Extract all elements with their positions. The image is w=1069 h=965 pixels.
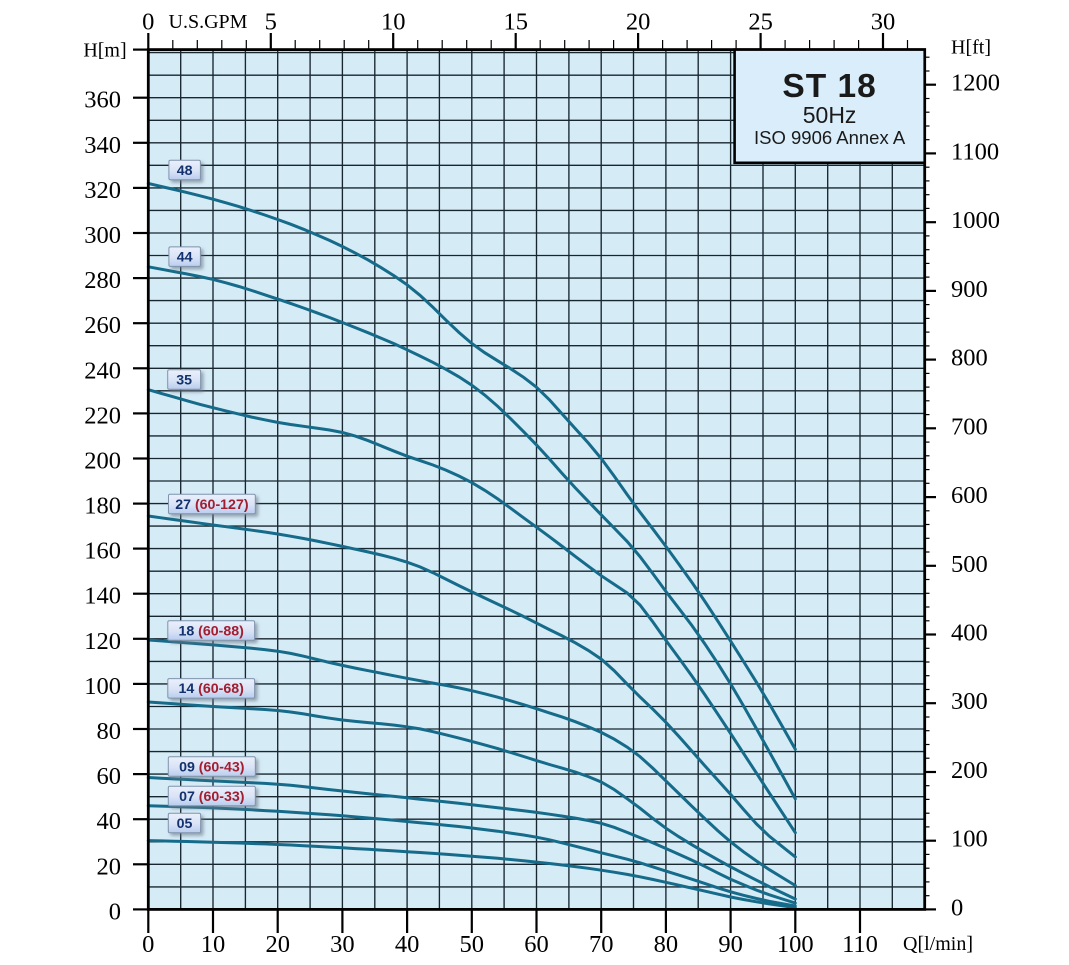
- svg-text:ST 18: ST 18: [782, 68, 876, 105]
- svg-text:500: 500: [951, 551, 988, 578]
- svg-text:110: 110: [842, 931, 878, 958]
- svg-text:05: 05: [177, 816, 193, 832]
- svg-text:900: 900: [951, 276, 988, 303]
- svg-text:18 (60-88): 18 (60-88): [178, 623, 244, 639]
- svg-text:800: 800: [951, 345, 988, 372]
- svg-text:07 (60-33): 07 (60-33): [179, 789, 245, 805]
- svg-text:50Hz: 50Hz: [803, 102, 857, 128]
- svg-text:30: 30: [330, 931, 355, 958]
- svg-text:1100: 1100: [951, 138, 999, 165]
- svg-text:5: 5: [265, 9, 277, 36]
- svg-text:100: 100: [951, 826, 988, 853]
- svg-text:120: 120: [84, 628, 121, 655]
- svg-text:30: 30: [871, 9, 896, 36]
- svg-text:48: 48: [177, 163, 193, 179]
- svg-text:60: 60: [524, 931, 549, 958]
- svg-text:09 (60-43): 09 (60-43): [179, 759, 245, 775]
- svg-text:50: 50: [460, 931, 485, 958]
- svg-text:H[ft]: H[ft]: [951, 37, 991, 59]
- svg-text:0: 0: [109, 898, 121, 925]
- svg-text:0: 0: [142, 9, 154, 36]
- svg-text:1200: 1200: [951, 70, 1000, 97]
- svg-text:100: 100: [84, 673, 121, 700]
- svg-text:15: 15: [503, 9, 528, 36]
- svg-text:400: 400: [951, 620, 988, 647]
- svg-text:14 (60-68): 14 (60-68): [178, 681, 244, 697]
- svg-text:40: 40: [97, 808, 122, 835]
- svg-text:80: 80: [97, 718, 122, 745]
- svg-text:10: 10: [381, 9, 406, 36]
- svg-text:1000: 1000: [951, 207, 1000, 234]
- svg-text:10: 10: [201, 931, 226, 958]
- svg-text:300: 300: [951, 688, 988, 715]
- svg-text:20: 20: [626, 9, 651, 36]
- svg-text:280: 280: [84, 267, 121, 294]
- svg-text:600: 600: [951, 482, 988, 509]
- svg-text:U.S.GPM: U.S.GPM: [169, 11, 248, 33]
- svg-text:20: 20: [97, 853, 122, 880]
- svg-text:Q[l/min]: Q[l/min]: [903, 933, 973, 955]
- svg-text:360: 360: [84, 87, 121, 114]
- svg-text:260: 260: [84, 312, 121, 339]
- svg-text:40: 40: [395, 931, 420, 958]
- svg-text:200: 200: [84, 448, 121, 475]
- svg-text:27 (60-127): 27 (60-127): [175, 497, 249, 513]
- svg-text:35: 35: [176, 372, 192, 388]
- svg-text:80: 80: [654, 931, 679, 958]
- svg-text:60: 60: [97, 763, 122, 790]
- svg-text:200: 200: [951, 757, 988, 784]
- svg-text:300: 300: [84, 222, 121, 249]
- svg-text:340: 340: [84, 132, 121, 159]
- svg-text:70: 70: [589, 931, 614, 958]
- svg-text:20: 20: [265, 931, 290, 958]
- svg-text:180: 180: [84, 493, 121, 520]
- svg-text:100: 100: [777, 931, 814, 958]
- svg-text:0: 0: [951, 894, 963, 921]
- svg-text:44: 44: [177, 250, 193, 266]
- svg-text:700: 700: [951, 413, 988, 440]
- svg-text:320: 320: [84, 177, 121, 204]
- svg-text:220: 220: [84, 402, 121, 429]
- svg-text:25: 25: [748, 9, 773, 36]
- svg-text:90: 90: [718, 931, 743, 958]
- svg-text:H[m]: H[m]: [83, 39, 126, 61]
- svg-text:140: 140: [84, 583, 121, 610]
- svg-text:ISO 9906 Annex A: ISO 9906 Annex A: [754, 127, 906, 148]
- svg-text:0: 0: [142, 931, 154, 958]
- svg-text:240: 240: [84, 357, 121, 384]
- svg-text:160: 160: [84, 538, 121, 565]
